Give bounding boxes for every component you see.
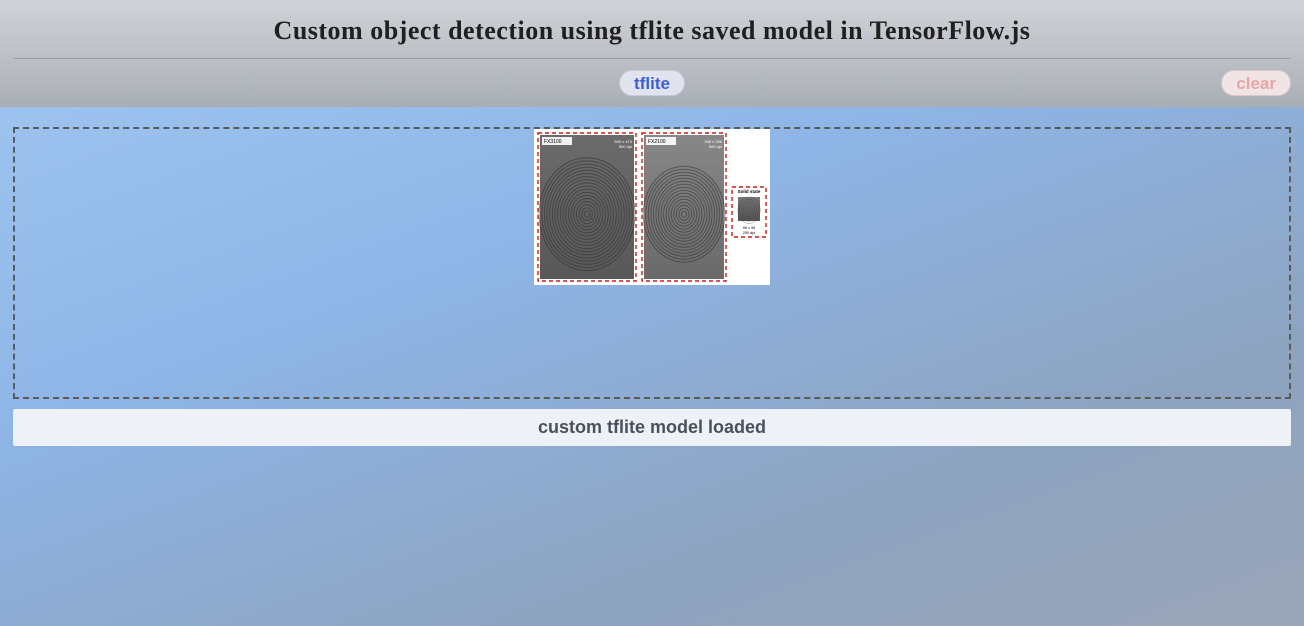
controls-row: tflite clear xyxy=(13,59,1291,107)
status-message: custom tflite model loaded xyxy=(13,409,1291,446)
svg-text:FX3100: FX3100 xyxy=(544,139,562,145)
content-area: FX3100500 x 470500 dpiFX2100368 x 256500… xyxy=(0,127,1304,446)
page-title: Custom object detection using tflite sav… xyxy=(13,10,1291,58)
svg-text:500 dpi: 500 dpi xyxy=(619,144,632,149)
svg-text:500 dpi: 500 dpi xyxy=(709,144,722,149)
tflite-button[interactable]: tflite xyxy=(619,70,685,96)
header-bar: Custom object detection using tflite sav… xyxy=(0,0,1304,107)
svg-text:FX2100: FX2100 xyxy=(648,139,666,145)
svg-text:250 dpi: 250 dpi xyxy=(743,231,756,235)
image-dropzone[interactable]: FX3100500 x 470500 dpiFX2100368 x 256500… xyxy=(13,127,1291,399)
svg-text:96 x 96: 96 x 96 xyxy=(743,226,755,230)
svg-text:Solid state: Solid state xyxy=(738,189,761,194)
sample-image: FX3100500 x 470500 dpiFX2100368 x 256500… xyxy=(534,129,770,285)
clear-button[interactable]: clear xyxy=(1221,70,1291,96)
